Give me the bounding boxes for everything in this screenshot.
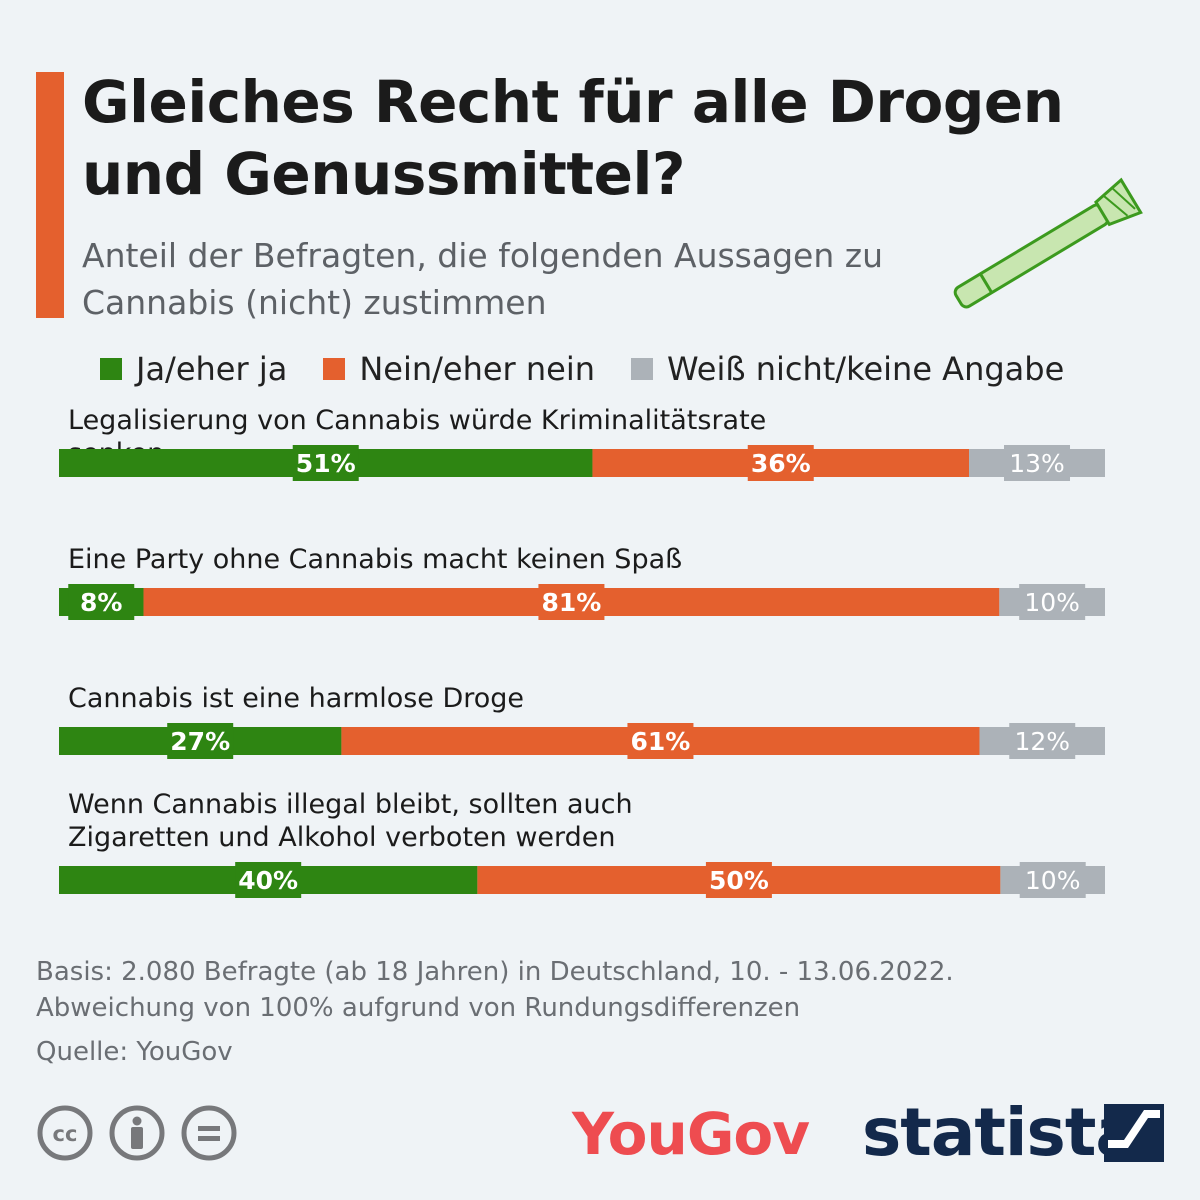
stacked-bar-chart: 51% 36% 13% 8% 81% 10% 27% 61% 12% 40% 50% 10% — [59, 445, 1105, 898]
license-icons: cc — [36, 1104, 252, 1162]
legend-swatch-weiss-nicht — [631, 358, 654, 380]
data-label-box-weiss-nicht-3 — [1009, 723, 1076, 759]
data-label-nein-1: 36% — [751, 449, 811, 478]
data-label-box-nein-4 — [705, 862, 772, 898]
legend-label-weiss-nicht: Weiß nicht/keine Angabe — [667, 350, 1065, 388]
data-label-box-nein-1 — [747, 445, 814, 481]
legend-item-weiss-nicht: Weiß nicht/keine Angabe — [631, 350, 1064, 388]
data-label-box-ja-3 — [167, 723, 234, 759]
legend-item-ja: Ja/eher ja — [100, 350, 287, 388]
title-accent-bar — [36, 72, 64, 318]
yougov-logo: YouGov — [572, 1100, 810, 1168]
data-label-box-nein-2 — [538, 584, 605, 620]
legend-label-ja: Ja/eher ja — [136, 350, 288, 388]
chart-title: Gleiches Recht für alle Drogen und Genus… — [82, 68, 1064, 208]
data-label-box-weiss-nicht-1 — [1004, 445, 1071, 481]
data-label-weiss-nicht-2: 10% — [1024, 588, 1080, 617]
joint-icon — [953, 177, 1143, 309]
footnote-basis: Basis: 2.080 Befragte (ab 18 Jahren) in … — [36, 957, 954, 987]
data-label-box-ja-2 — [68, 584, 135, 620]
data-label-box-weiss-nicht-4 — [1019, 862, 1086, 898]
data-label-weiss-nicht-4: 10% — [1025, 866, 1081, 895]
cc-icon[interactable]: cc — [36, 1104, 94, 1162]
statista-logo-icon — [1104, 1104, 1164, 1162]
data-label-box-weiss-nicht-2 — [1019, 584, 1086, 620]
legend-label-nein: Nein/eher nein — [359, 350, 596, 388]
data-label-weiss-nicht-1: 13% — [1009, 449, 1065, 478]
footnote-source: Quelle: YouGov — [36, 1037, 233, 1067]
data-label-ja-4: 40% — [238, 866, 298, 895]
data-label-ja-1: 51% — [296, 449, 356, 478]
data-label-ja-2: 8% — [80, 588, 122, 617]
svg-text:cc: cc — [53, 1122, 78, 1146]
chart-subtitle: Anteil der Befragten, die folgenden Auss… — [82, 236, 883, 322]
category-label-2: Eine Party ohne Cannabis macht keinen Sp… — [68, 544, 683, 575]
category-label-4: Wenn Cannabis illegal bleibt, sollten au… — [68, 789, 633, 853]
data-label-nein-4: 50% — [709, 866, 769, 895]
data-label-nein-2: 81% — [542, 588, 602, 617]
data-label-ja-3: 27% — [170, 727, 230, 756]
statista-logo: statista — [862, 1094, 1140, 1171]
data-label-weiss-nicht-3: 12% — [1014, 727, 1070, 756]
legend-swatch-nein — [323, 358, 346, 380]
legend-item-nein: Nein/eher nein — [323, 350, 595, 388]
data-label-box-ja-1 — [292, 445, 359, 481]
data-label-nein-3: 61% — [631, 727, 691, 756]
data-label-box-nein-3 — [627, 723, 694, 759]
data-label-box-ja-4 — [235, 862, 302, 898]
attribution-icon[interactable] — [108, 1104, 166, 1162]
category-label-3: Cannabis ist eine harmlose Droge — [68, 683, 525, 714]
no-derivatives-icon[interactable] — [180, 1104, 238, 1162]
legend-swatch-ja — [100, 358, 122, 380]
footnote-rounding: Abweichung von 100% aufgrund von Rundung… — [36, 993, 801, 1023]
chart-legend: Ja/eher ja Nein/eher nein Weiß nicht/kei… — [100, 344, 1100, 394]
